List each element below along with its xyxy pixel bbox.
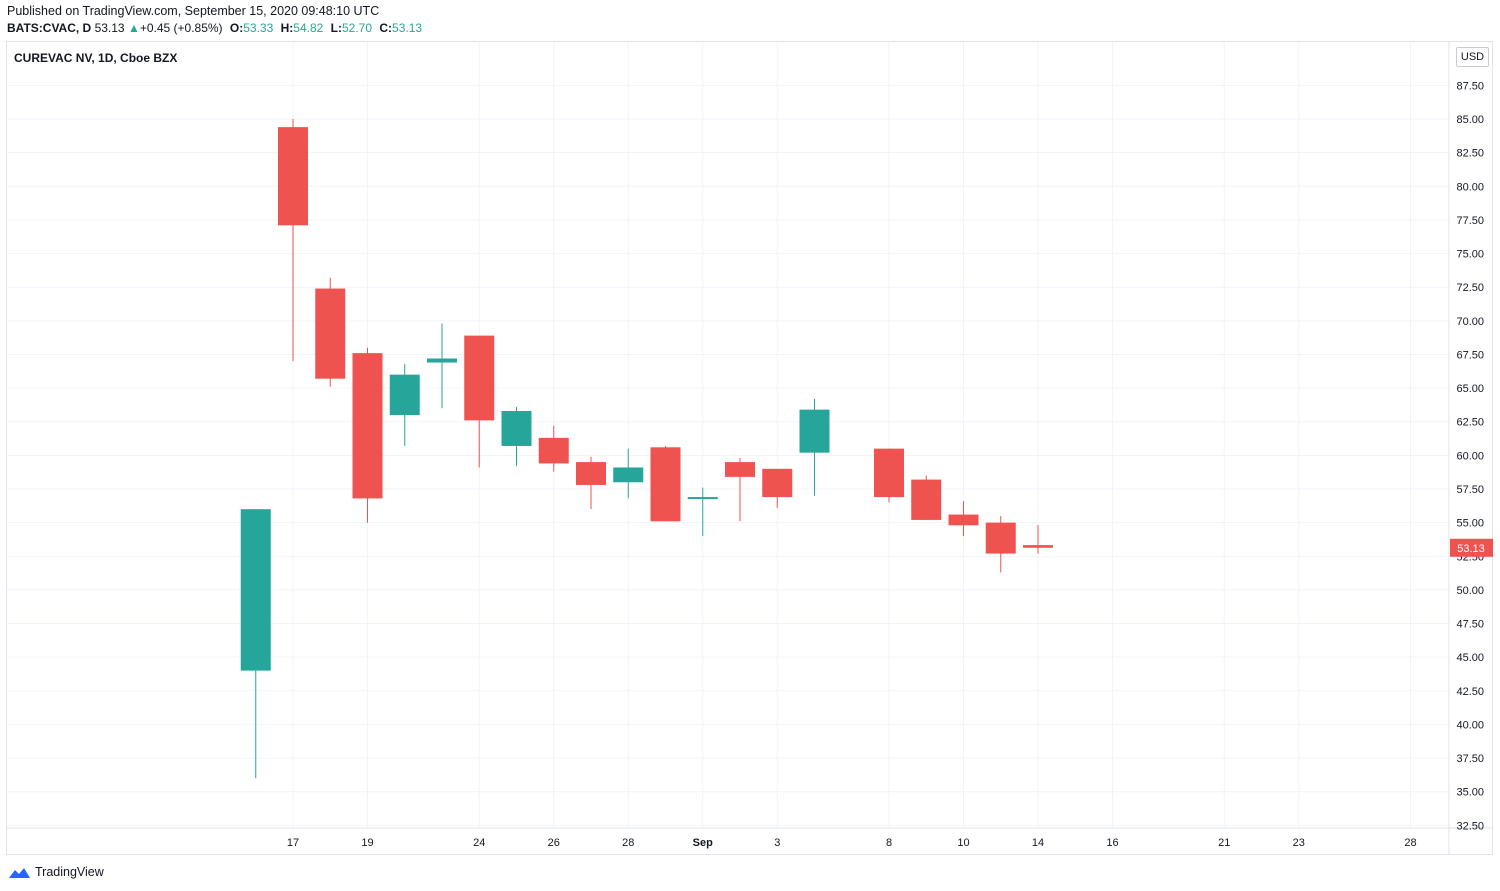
change-value: +0.45 (+0.85%): [139, 21, 223, 35]
close-value: 53.13: [392, 21, 423, 35]
ohlc-legend: BATS:CVAC, D 53.13 ▲+0.45 (+0.85%) O:53.…: [7, 21, 422, 35]
y-tick-label: 72.50: [1456, 282, 1484, 294]
x-tick-label: 19: [361, 837, 373, 849]
y-tick-label: 75.00: [1456, 249, 1484, 261]
triangle-up-icon: ▲: [127, 21, 140, 35]
y-tick-label: 32.50: [1456, 820, 1484, 832]
candle-body: [687, 497, 718, 500]
candle-body: [240, 509, 271, 671]
tradingview-cloud-icon: [9, 868, 30, 878]
chart-title: CUREVAC NV, 1D, Cboe BZX: [14, 51, 178, 65]
currency-button[interactable]: USD: [1456, 47, 1489, 67]
x-tick-label: 21: [1218, 837, 1230, 849]
last-price-tag: [1450, 538, 1493, 557]
x-tick-label: 17: [287, 837, 299, 849]
chart-frame: [6, 41, 1493, 855]
y-tick-label: 62.50: [1456, 417, 1484, 429]
symbol-label: BATS:CVAC, D: [7, 21, 92, 35]
x-tick-label: 8: [886, 837, 892, 849]
x-tick-label: 16: [1106, 837, 1118, 849]
tradingview-brand: TradingView: [35, 865, 104, 879]
candle-body: [538, 437, 569, 464]
y-tick-label: 85.00: [1456, 114, 1484, 126]
candle-body: [501, 410, 532, 446]
y-tick-label: 60.00: [1456, 450, 1484, 462]
y-tick-label: 50.00: [1456, 585, 1484, 597]
published-line: Published on TradingView.com, September …: [7, 4, 380, 18]
x-tick-label: 28: [1404, 837, 1416, 849]
y-tick-label: 47.50: [1456, 619, 1484, 631]
candle-body: [1023, 545, 1053, 548]
candle-body: [613, 467, 644, 483]
candle-body: [911, 479, 942, 520]
high-label: H:: [280, 21, 294, 35]
y-tick-label: 87.50: [1456, 80, 1484, 92]
y-tick-label: 65.00: [1456, 383, 1484, 395]
x-tick-label: 10: [957, 837, 969, 849]
candle-body: [874, 448, 904, 498]
tradingview-logo[interactable]: TradingView: [6, 865, 104, 879]
open-label: O:: [229, 21, 244, 35]
candle-body: [352, 353, 383, 499]
candle-body: [464, 335, 495, 421]
candle-body: [799, 409, 830, 453]
last-price: 53.13: [94, 21, 125, 35]
candle-body: [725, 462, 755, 477]
x-tick-label: 28: [622, 837, 634, 849]
x-tick-label: 23: [1293, 837, 1305, 849]
candle-body: [427, 358, 457, 363]
y-tick-label: 80.00: [1456, 181, 1484, 193]
y-tick-label: 82.50: [1456, 148, 1484, 160]
y-tick-label: 45.00: [1456, 652, 1484, 664]
x-tick-label: 24: [473, 837, 485, 849]
y-tick-label: 57.50: [1456, 484, 1484, 496]
high-value: 54.82: [293, 21, 324, 35]
low-label: L:: [330, 21, 342, 35]
y-tick-label: 42.50: [1456, 686, 1484, 698]
x-tick-label: 26: [548, 837, 560, 849]
y-tick-label: 37.50: [1456, 753, 1484, 765]
candle-body: [762, 468, 793, 498]
candle-body: [650, 447, 681, 522]
candle-body: [948, 514, 979, 526]
x-tick-label: Sep: [693, 837, 713, 849]
x-tick-label: 14: [1032, 837, 1044, 849]
candle-body: [576, 462, 606, 485]
last-price-label: 53.13: [1457, 543, 1485, 555]
x-tick-label: 3: [774, 837, 780, 849]
y-tick-label: 77.50: [1456, 215, 1484, 227]
y-tick-label: 67.50: [1456, 349, 1484, 361]
open-value: 53.33: [243, 21, 274, 35]
y-tick-label: 55.00: [1456, 518, 1484, 530]
y-tick-label: 35.00: [1456, 787, 1484, 799]
low-value: 52.70: [342, 21, 373, 35]
close-label: C:: [379, 21, 393, 35]
y-tick-label: 40.00: [1456, 719, 1484, 731]
candle-body: [278, 127, 308, 226]
candle-body: [985, 522, 1016, 554]
candle-body: [315, 288, 346, 379]
y-tick-label: 70.00: [1456, 316, 1484, 328]
candle-body: [389, 374, 420, 416]
